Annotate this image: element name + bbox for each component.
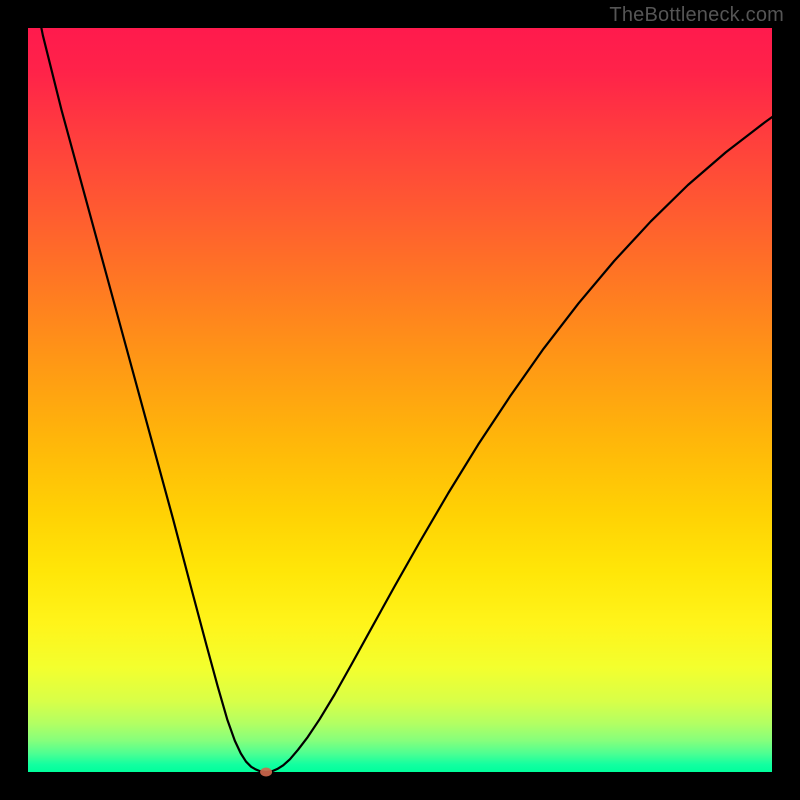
plot-area — [28, 28, 772, 772]
optimum-marker — [260, 768, 272, 777]
watermark-text: TheBottleneck.com — [609, 4, 784, 27]
curve-layer — [28, 28, 772, 772]
chart-root: TheBottleneck.com — [0, 0, 800, 800]
bottleneck-curve — [28, 0, 800, 772]
